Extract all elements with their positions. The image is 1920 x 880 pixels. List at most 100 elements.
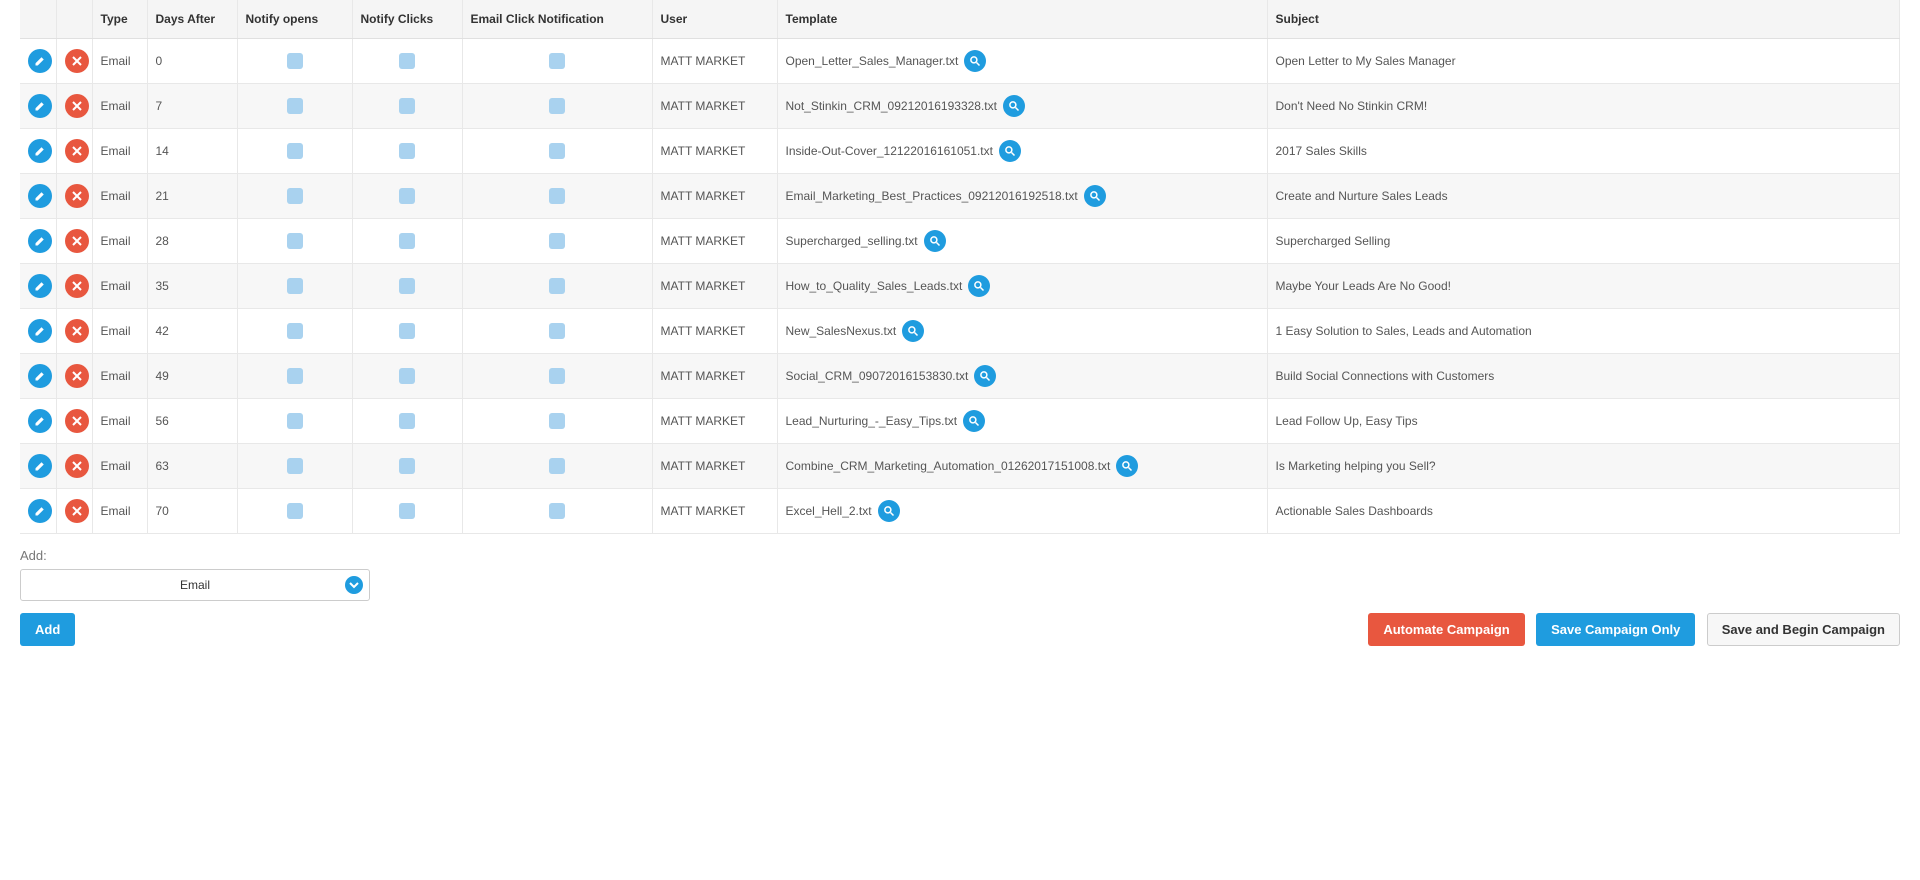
email-click-notification-checkbox[interactable] bbox=[549, 233, 565, 249]
cell-days: 42 bbox=[147, 309, 237, 354]
delete-button[interactable] bbox=[65, 409, 89, 433]
header-notify-clicks: Notify Clicks bbox=[352, 0, 462, 39]
notify-clicks-checkbox[interactable] bbox=[399, 278, 415, 294]
edit-button[interactable] bbox=[28, 94, 52, 118]
cell-user: MATT MARKET bbox=[652, 399, 777, 444]
cell-subject: Maybe Your Leads Are No Good! bbox=[1267, 264, 1900, 309]
preview-template-button[interactable] bbox=[924, 230, 946, 252]
edit-button[interactable] bbox=[28, 274, 52, 298]
preview-template-button[interactable] bbox=[1084, 185, 1106, 207]
edit-button[interactable] bbox=[28, 229, 52, 253]
preview-template-button[interactable] bbox=[974, 365, 996, 387]
add-label: Add: bbox=[20, 548, 1900, 563]
email-click-notification-checkbox[interactable] bbox=[549, 98, 565, 114]
add-button[interactable]: Add bbox=[20, 613, 75, 646]
notify-opens-checkbox[interactable] bbox=[287, 278, 303, 294]
footer-actions: Add Automate Campaign Save Campaign Only… bbox=[20, 613, 1900, 646]
notify-clicks-checkbox[interactable] bbox=[399, 98, 415, 114]
cell-days: 70 bbox=[147, 489, 237, 534]
edit-button[interactable] bbox=[28, 409, 52, 433]
email-click-notification-checkbox[interactable] bbox=[549, 413, 565, 429]
cell-days: 28 bbox=[147, 219, 237, 264]
notify-opens-checkbox[interactable] bbox=[287, 143, 303, 159]
email-click-notification-checkbox[interactable] bbox=[549, 143, 565, 159]
delete-button[interactable] bbox=[65, 274, 89, 298]
edit-button[interactable] bbox=[28, 184, 52, 208]
table-row: Email56MATT MARKETLead_Nurturing_-_Easy_… bbox=[20, 399, 1900, 444]
cell-template: Supercharged_selling.txt bbox=[786, 234, 918, 248]
cell-template: New_SalesNexus.txt bbox=[786, 324, 897, 338]
cell-subject: Open Letter to My Sales Manager bbox=[1267, 39, 1900, 84]
edit-button[interactable] bbox=[28, 139, 52, 163]
preview-template-button[interactable] bbox=[878, 500, 900, 522]
edit-button[interactable] bbox=[28, 319, 52, 343]
notify-clicks-checkbox[interactable] bbox=[399, 368, 415, 384]
cell-days: 63 bbox=[147, 444, 237, 489]
header-days-after: Days After bbox=[147, 0, 237, 39]
cell-subject: 2017 Sales Skills bbox=[1267, 129, 1900, 174]
email-click-notification-checkbox[interactable] bbox=[549, 503, 565, 519]
cell-user: MATT MARKET bbox=[652, 219, 777, 264]
add-type-select[interactable]: Email bbox=[20, 569, 370, 601]
notify-opens-checkbox[interactable] bbox=[287, 323, 303, 339]
edit-button[interactable] bbox=[28, 499, 52, 523]
cell-days: 0 bbox=[147, 39, 237, 84]
header-type: Type bbox=[92, 0, 147, 39]
delete-button[interactable] bbox=[65, 229, 89, 253]
cell-type: Email bbox=[92, 129, 147, 174]
notify-clicks-checkbox[interactable] bbox=[399, 323, 415, 339]
email-click-notification-checkbox[interactable] bbox=[549, 53, 565, 69]
notify-opens-checkbox[interactable] bbox=[287, 503, 303, 519]
delete-button[interactable] bbox=[65, 319, 89, 343]
preview-template-button[interactable] bbox=[1116, 455, 1138, 477]
cell-template: Open_Letter_Sales_Manager.txt bbox=[786, 54, 959, 68]
email-click-notification-checkbox[interactable] bbox=[549, 278, 565, 294]
automate-campaign-button[interactable]: Automate Campaign bbox=[1368, 613, 1524, 646]
edit-button[interactable] bbox=[28, 364, 52, 388]
save-and-begin-campaign-button[interactable]: Save and Begin Campaign bbox=[1707, 613, 1900, 646]
cell-user: MATT MARKET bbox=[652, 39, 777, 84]
table-row: Email14MATT MARKETInside-Out-Cover_12122… bbox=[20, 129, 1900, 174]
cell-template: Excel_Hell_2.txt bbox=[786, 504, 872, 518]
delete-button[interactable] bbox=[65, 364, 89, 388]
notify-opens-checkbox[interactable] bbox=[287, 53, 303, 69]
notify-opens-checkbox[interactable] bbox=[287, 98, 303, 114]
cell-subject: Don't Need No Stinkin CRM! bbox=[1267, 84, 1900, 129]
email-click-notification-checkbox[interactable] bbox=[549, 323, 565, 339]
preview-template-button[interactable] bbox=[964, 50, 986, 72]
cell-template: Inside-Out-Cover_12122016161051.txt bbox=[786, 144, 993, 158]
email-click-notification-checkbox[interactable] bbox=[549, 368, 565, 384]
cell-type: Email bbox=[92, 264, 147, 309]
notify-opens-checkbox[interactable] bbox=[287, 413, 303, 429]
delete-button[interactable] bbox=[65, 94, 89, 118]
cell-user: MATT MARKET bbox=[652, 309, 777, 354]
preview-template-button[interactable] bbox=[963, 410, 985, 432]
cell-user: MATT MARKET bbox=[652, 444, 777, 489]
email-click-notification-checkbox[interactable] bbox=[549, 188, 565, 204]
email-click-notification-checkbox[interactable] bbox=[549, 458, 565, 474]
delete-button[interactable] bbox=[65, 49, 89, 73]
notify-opens-checkbox[interactable] bbox=[287, 188, 303, 204]
preview-template-button[interactable] bbox=[968, 275, 990, 297]
preview-template-button[interactable] bbox=[999, 140, 1021, 162]
delete-button[interactable] bbox=[65, 139, 89, 163]
table-row: Email0MATT MARKETOpen_Letter_Sales_Manag… bbox=[20, 39, 1900, 84]
edit-button[interactable] bbox=[28, 49, 52, 73]
edit-button[interactable] bbox=[28, 454, 52, 478]
notify-opens-checkbox[interactable] bbox=[287, 368, 303, 384]
notify-opens-checkbox[interactable] bbox=[287, 233, 303, 249]
notify-clicks-checkbox[interactable] bbox=[399, 233, 415, 249]
notify-clicks-checkbox[interactable] bbox=[399, 188, 415, 204]
notify-clicks-checkbox[interactable] bbox=[399, 413, 415, 429]
notify-clicks-checkbox[interactable] bbox=[399, 53, 415, 69]
save-campaign-only-button[interactable]: Save Campaign Only bbox=[1536, 613, 1695, 646]
notify-clicks-checkbox[interactable] bbox=[399, 143, 415, 159]
preview-template-button[interactable] bbox=[1003, 95, 1025, 117]
delete-button[interactable] bbox=[65, 184, 89, 208]
notify-opens-checkbox[interactable] bbox=[287, 458, 303, 474]
delete-button[interactable] bbox=[65, 454, 89, 478]
notify-clicks-checkbox[interactable] bbox=[399, 458, 415, 474]
notify-clicks-checkbox[interactable] bbox=[399, 503, 415, 519]
preview-template-button[interactable] bbox=[902, 320, 924, 342]
delete-button[interactable] bbox=[65, 499, 89, 523]
